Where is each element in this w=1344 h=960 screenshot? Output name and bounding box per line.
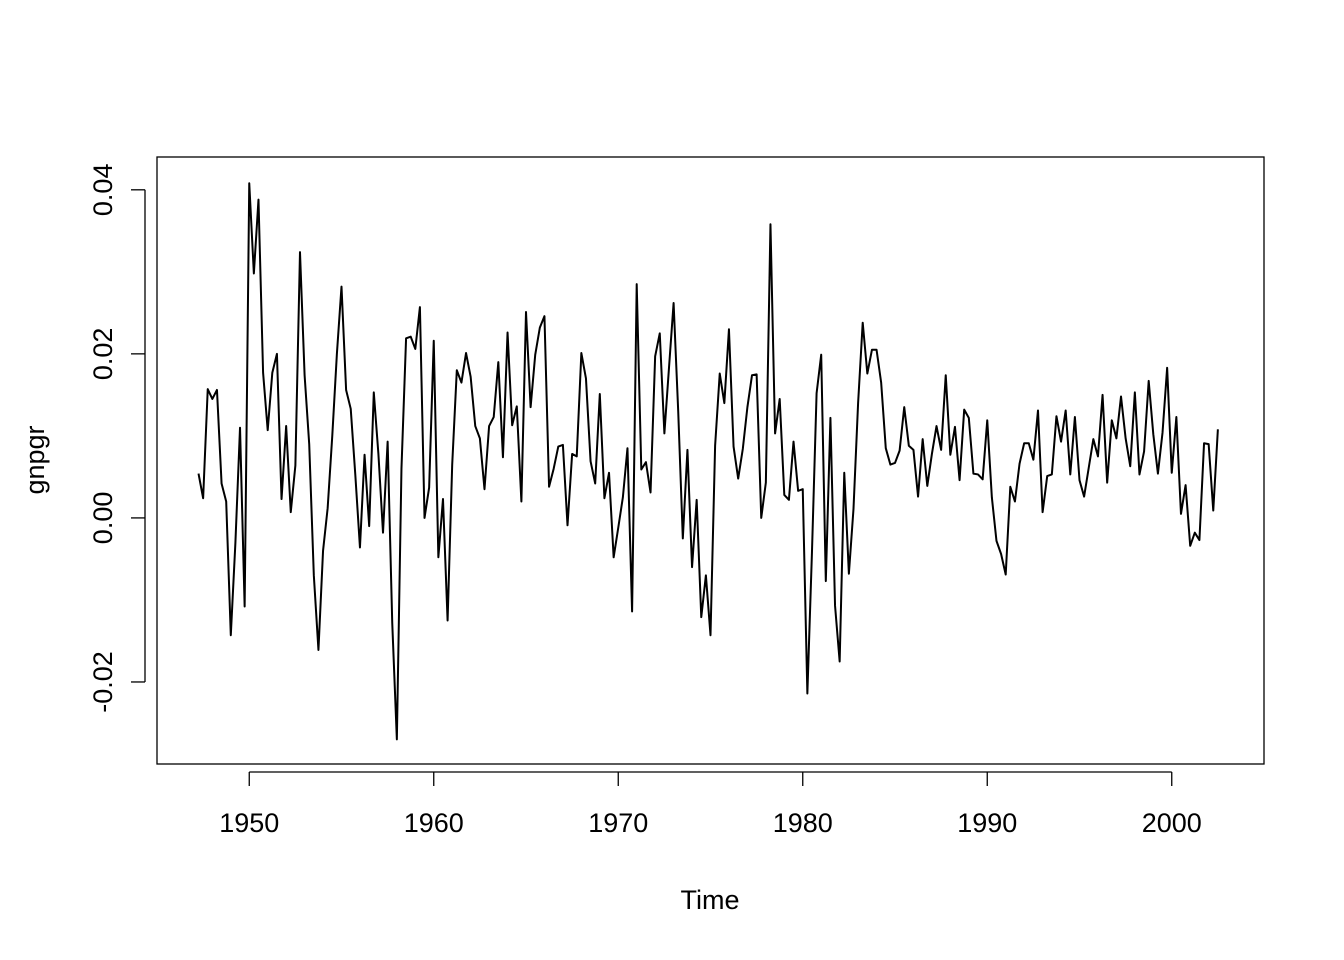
plot-frame: [156, 156, 1265, 765]
y-axis: -0.02 0.00 0.02 0.04: [88, 164, 146, 713]
x-axis-title: Time: [681, 885, 740, 915]
y-axis-title: gnpgr: [20, 425, 50, 494]
x-tick-label: 2000: [1142, 808, 1202, 838]
x-tick-label: 1960: [404, 808, 464, 838]
x-tick-label: 1970: [588, 808, 648, 838]
y-tick-label: 0.04: [88, 164, 118, 217]
series-line-gnpgr: [197, 182, 1219, 741]
x-axis: 1950 1960 1970 1980 1990 2000: [219, 771, 1202, 838]
x-tick-label: 1950: [219, 808, 279, 838]
y-tick-label: 0.00: [88, 492, 118, 545]
x-tick-label: 1980: [773, 808, 833, 838]
y-tick-label: -0.02: [88, 651, 118, 713]
y-tick-label: 0.02: [88, 328, 118, 381]
x-tick-label: 1990: [957, 808, 1017, 838]
